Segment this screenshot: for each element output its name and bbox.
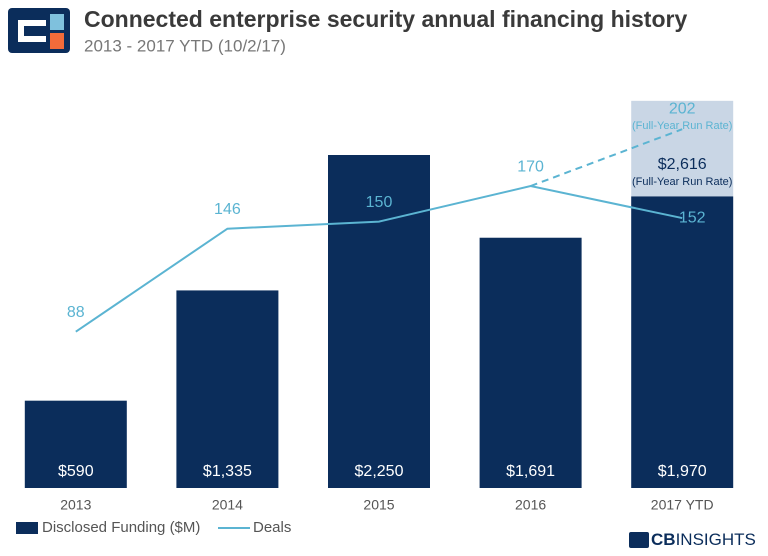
x-tick-label: 2016 — [515, 497, 546, 513]
chart-title: Connected enterprise security annual fin… — [84, 6, 687, 32]
legend-swatch — [16, 522, 38, 534]
deals-projection-line — [530, 128, 683, 188]
legend-label: Disclosed Funding ($M) — [42, 519, 200, 536]
brand-cb: CB — [651, 530, 676, 549]
bar-value-label: $1,970 — [658, 463, 707, 480]
deals-value-label: 170 — [517, 158, 544, 175]
bar — [176, 290, 279, 488]
deals-value-label: 146 — [214, 201, 241, 218]
bar-value-label: $590 — [58, 463, 94, 480]
bar — [328, 155, 430, 488]
deals-value-label: 152 — [679, 209, 706, 226]
brand: CBINSIGHTS — [629, 530, 756, 549]
bar-value-label: $2,250 — [355, 463, 404, 480]
deals-line — [75, 185, 683, 333]
x-tick-label: 2013 — [60, 497, 91, 513]
projection-funding-label: $2,616 — [658, 156, 707, 173]
projection-deals-note: (Full-Year Run Rate) — [632, 120, 732, 132]
deals-value-label: 88 — [67, 304, 85, 321]
projection-deals-label: 202 — [669, 100, 696, 117]
bar-value-label: $1,335 — [203, 463, 252, 480]
bar-value-label: $1,691 — [506, 463, 555, 480]
x-tick-label: 2014 — [212, 497, 243, 513]
x-tick-label: 2015 — [363, 497, 394, 513]
bar — [24, 400, 127, 488]
logo-icon — [8, 8, 70, 53]
brand-insights: INSIGHTS — [676, 530, 756, 549]
x-tick-label: 2017 YTD — [651, 497, 714, 513]
projection-box — [631, 100, 734, 197]
legend-label: Deals — [253, 519, 291, 536]
bar — [479, 237, 582, 488]
bar — [631, 196, 734, 488]
deals-value-label: 150 — [366, 194, 393, 211]
chart-subtitle: 2013 - 2017 YTD (10/2/17) — [84, 36, 286, 55]
projection-funding-note: (Full-Year Run Rate) — [632, 176, 732, 188]
brand-text: CBINSIGHTS — [651, 530, 756, 549]
